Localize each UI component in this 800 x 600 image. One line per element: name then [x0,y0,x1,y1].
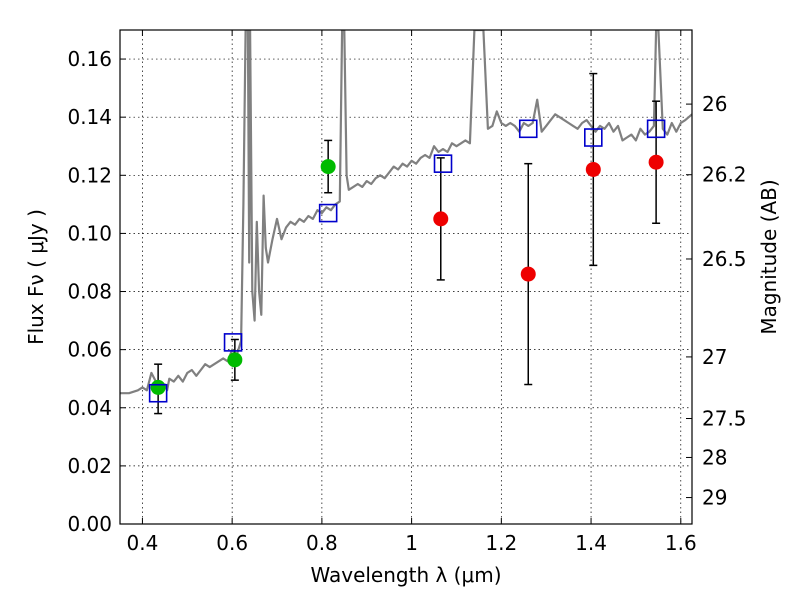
model-band-point [584,128,603,147]
data-point [585,161,601,177]
model-band-point [223,333,243,352]
y-tick-label: 0.00 [67,512,112,536]
data-point [520,266,536,282]
y-tick-label: 0.06 [67,338,112,362]
y-axis-label: Flux Fν ( μJy ) [24,209,48,345]
y2-axis-label: Magnitude (AB) [757,179,781,334]
model-band-point [518,119,538,139]
y-tick-label: 0.14 [67,105,112,129]
x-tick-label: 1 [405,531,418,555]
data-point [320,159,336,175]
y-tick-label: 0.02 [67,454,112,478]
model-band-point [646,119,666,139]
data-point [150,379,166,395]
x-tick-label: 1.2 [485,531,517,555]
x-axis-label: Wavelength λ (μm) [310,563,501,587]
model-spectrum [120,30,692,395]
y2-tick-label: 26.2 [702,163,747,187]
y-tick-label: 0.08 [67,280,112,304]
data-markers [148,119,666,403]
x-tick-label: 1.4 [575,531,607,555]
y2-tick-label: 26.5 [702,247,747,271]
axis-ticks: 0.4 0.6 0.8 1 1.2 1.4 1.6 0.00 0.02 0.04 0.06 0.08 0… [67,30,747,555]
y-tick-label: 0.10 [67,221,112,245]
data-point [648,154,664,170]
model-band-point [318,203,338,223]
data-point [227,352,243,368]
x-tick-label: 0.4 [127,531,159,555]
y2-tick-label: 29 [702,486,727,510]
x-tick-label: 0.8 [306,531,338,555]
y-tick-label: 0.12 [67,163,112,187]
y-tick-label: 0.04 [67,396,112,420]
y-tick-label: 0.16 [67,47,112,71]
grid-lines [120,30,692,525]
plot-frame [119,29,693,525]
model-spectrum-line [120,30,692,395]
x-tick-label: 0.6 [216,531,248,555]
model-band-point [148,383,168,403]
x-tick-label: 1.6 [665,531,697,555]
y2-tick-label: 27 [702,345,727,369]
data-point [433,211,449,227]
y2-tick-label: 27.5 [702,407,747,431]
model-band-point [433,154,453,173]
y2-tick-label: 28 [702,445,727,469]
y2-tick-label: 26 [702,92,727,116]
